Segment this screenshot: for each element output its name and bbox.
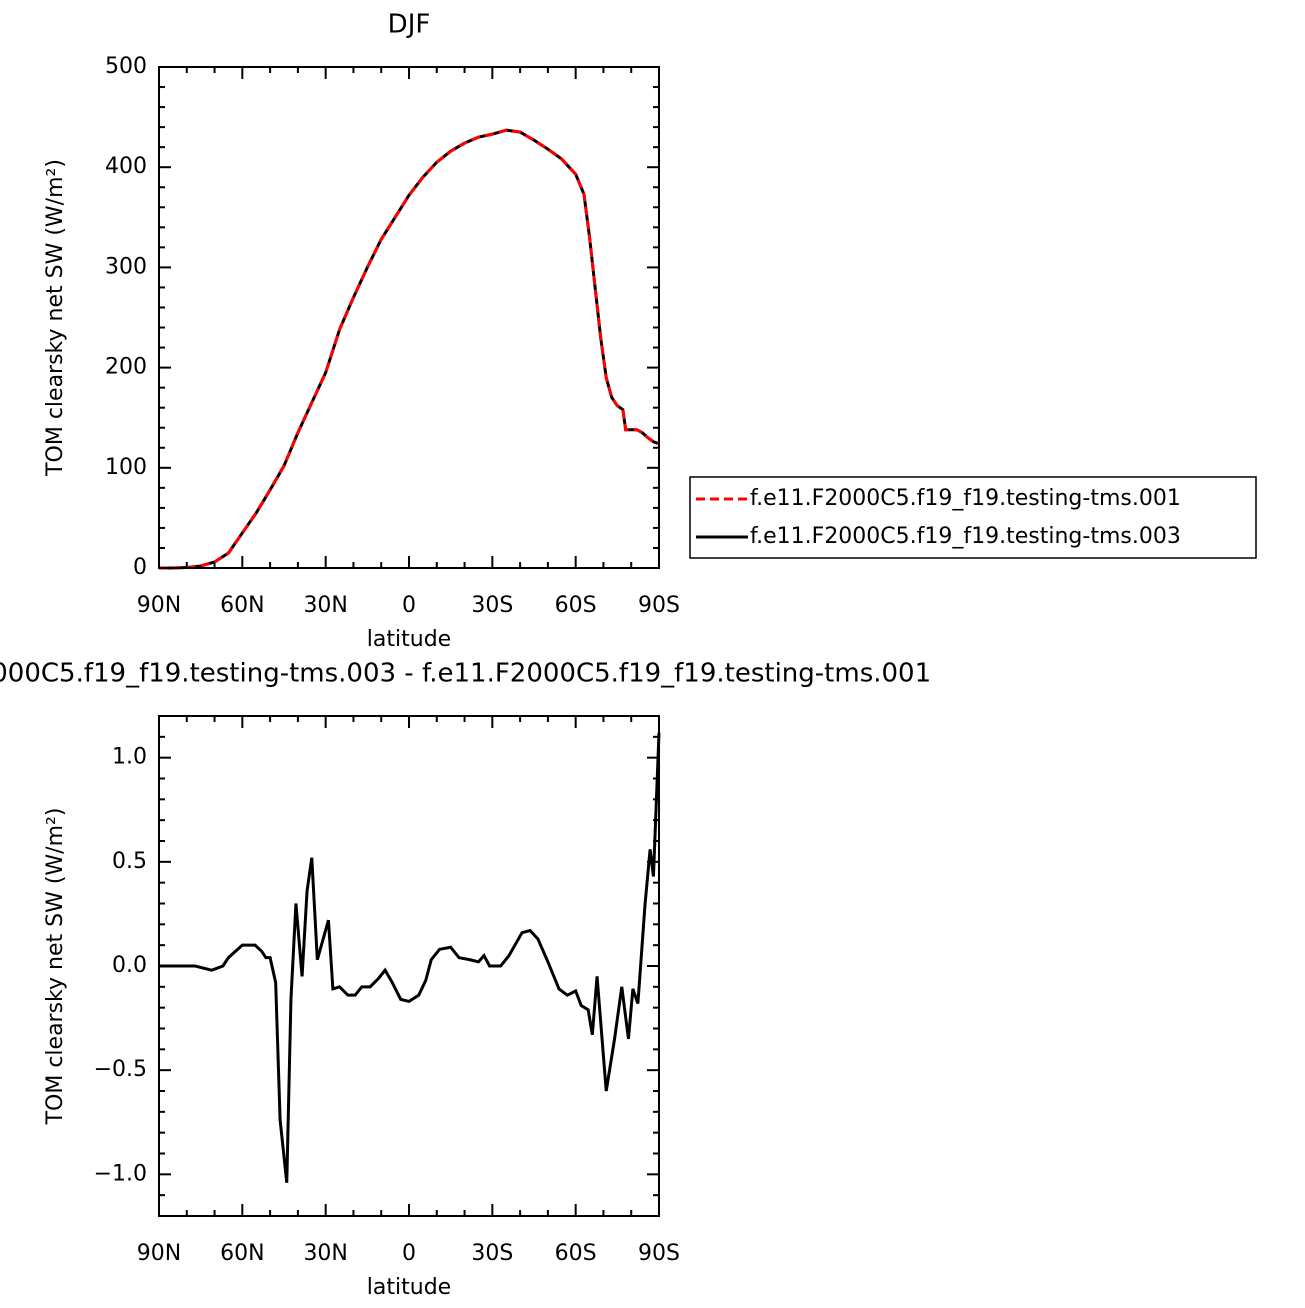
x-tick-label: 30N [303, 593, 347, 618]
x-tick-label: 0 [402, 593, 416, 618]
y-tick-label: 1.0 [112, 745, 147, 770]
y-tick-label: 400 [105, 154, 147, 179]
plot-frame [158, 715, 660, 1217]
y-tick-label: 500 [105, 54, 147, 79]
legend-label: f.e11.F2000C5.f19_f19.testing-tms.003 [750, 524, 1181, 549]
x-tick-label: 60S [555, 593, 597, 618]
chart-title: DJF [388, 10, 431, 40]
x-tick-label: 60N [220, 593, 264, 618]
x-tick-label: 0 [402, 1241, 416, 1266]
x-axis-label: latitude [367, 1275, 451, 1300]
x-axis-label: latitude [367, 627, 451, 652]
y-tick-label: 0 [133, 555, 147, 580]
x-tick-label: 30S [471, 1241, 513, 1266]
x-tick-label: 90S [638, 1241, 680, 1266]
x-tick-label: 90S [638, 593, 680, 618]
data-line [159, 128, 660, 570]
y-axis-label: TOM clearsky net SW (W/m²) [43, 808, 68, 1126]
data-line [159, 732, 661, 1183]
legend-box [689, 476, 1257, 559]
y-axis-label: TOM clearsky net SW (W/m²) [43, 159, 68, 477]
y-tick-label: 200 [105, 355, 147, 380]
y-tick-label: −1.0 [94, 1161, 147, 1186]
x-tick-label: 30S [471, 593, 513, 618]
x-tick-label: 90N [137, 593, 181, 618]
y-tick-label: −0.5 [94, 1057, 147, 1082]
y-tick-label: 0.5 [112, 849, 147, 874]
x-tick-label: 90N [137, 1241, 181, 1266]
x-tick-label: 30N [303, 1241, 347, 1266]
legend-label: f.e11.F2000C5.f19_f19.testing-tms.001 [750, 486, 1181, 511]
x-tick-label: 60N [220, 1241, 264, 1266]
plot-frame [158, 66, 660, 569]
y-tick-label: 300 [105, 254, 147, 279]
chart-title: f.e11.F2000C5.f19_f19.testing-tms.003 - … [0, 659, 931, 689]
y-tick-label: 100 [105, 455, 147, 480]
x-tick-label: 60S [555, 1241, 597, 1266]
y-tick-label: 0.0 [112, 953, 147, 978]
